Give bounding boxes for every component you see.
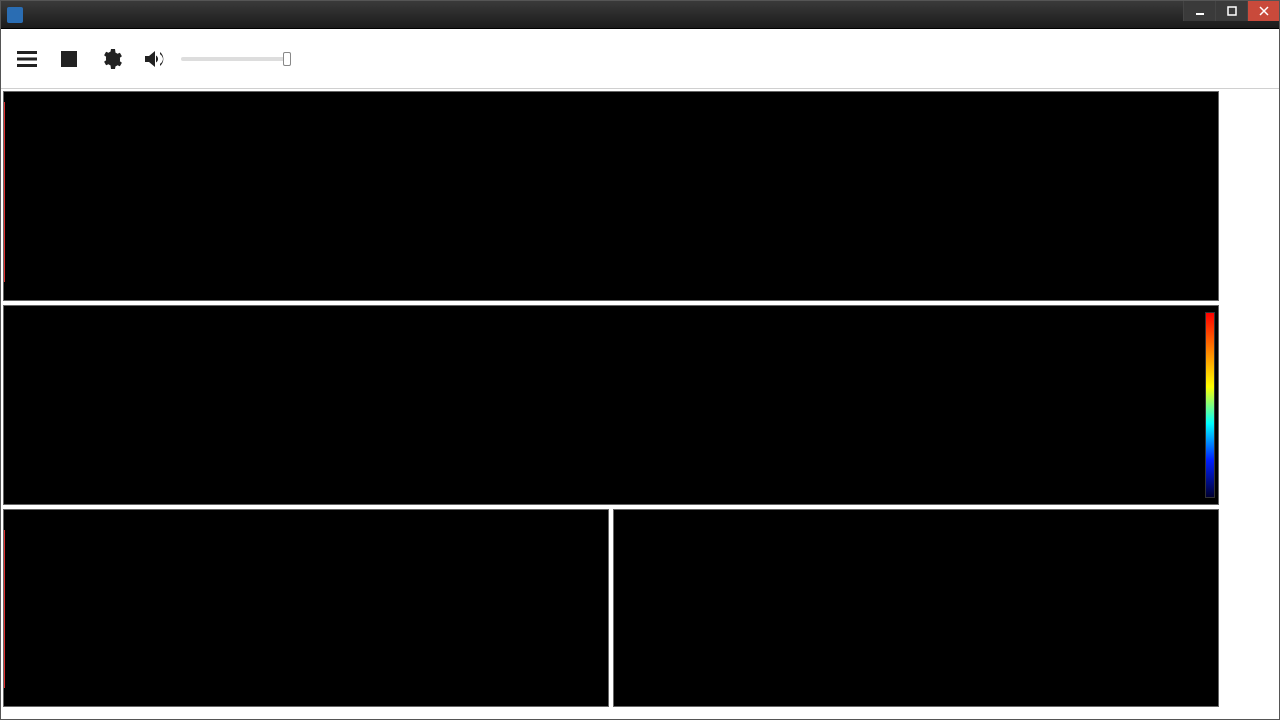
waterfall-color-legend	[1205, 312, 1215, 498]
side-controls	[1219, 91, 1277, 717]
app-window	[0, 0, 1280, 720]
stop-button[interactable]	[55, 45, 83, 73]
content-area	[1, 89, 1279, 719]
tune-line[interactable]	[4, 102, 5, 282]
panel-stack	[3, 91, 1219, 717]
menu-button[interactable]	[13, 45, 41, 73]
settings-button[interactable]	[97, 45, 125, 73]
mpx-spectrum-panel[interactable]	[613, 509, 1219, 707]
close-button[interactable]	[1247, 1, 1279, 21]
toolbar	[1, 29, 1279, 89]
if-spectrum-panel[interactable]	[3, 509, 609, 707]
volume-thumb[interactable]	[283, 52, 291, 66]
volume-icon[interactable]	[139, 45, 167, 73]
waterfall-panel[interactable]	[3, 305, 1219, 505]
maximize-button[interactable]	[1215, 1, 1247, 21]
minimize-button[interactable]	[1183, 1, 1215, 21]
bottom-panels	[3, 509, 1219, 717]
if-tune-line[interactable]	[4, 530, 5, 688]
volume-slider[interactable]	[181, 57, 291, 61]
app-icon	[7, 7, 23, 23]
titlebar[interactable]	[1, 1, 1279, 29]
main-spectrum-panel[interactable]	[3, 91, 1219, 301]
